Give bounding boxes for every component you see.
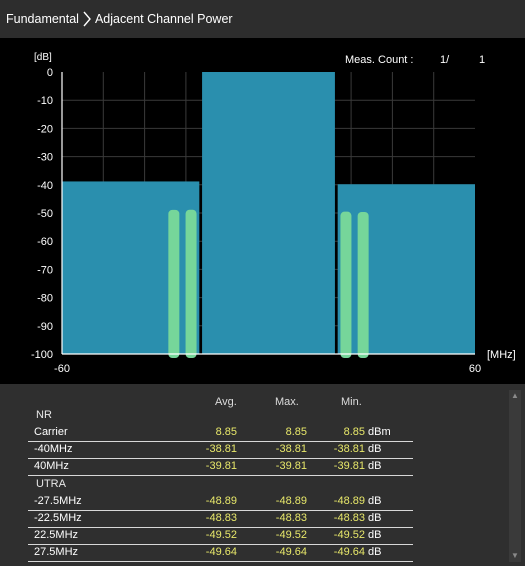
utra-channel-bar [357,211,369,358]
nr-channel-bar [202,72,335,354]
row-avg: 8.85 [215,426,237,438]
acp-chart: 0 -10 -20 -30 -40 -50 -60 -70 -80 -90 -100 -60 60 [dB… [0,38,525,384]
row-max: -38.81 [275,443,307,455]
row-min: -39.81 [333,460,365,472]
row-min: -48.89 [333,495,365,507]
y-tick-label: -70 [37,264,53,276]
table-row: -27.5MHz -48.89 -48.89 -48.89 dB [28,494,413,511]
chevron-right-icon [83,11,91,27]
meas-count-value: 1/ [440,54,450,66]
x-tick-label: -60 [54,363,70,375]
row-max: -39.81 [275,460,307,472]
y-tick-label: -20 [37,123,53,135]
y-tick-label: -80 [37,293,53,305]
row-label: -22.5MHz [34,512,82,524]
row-min: -49.52 [333,529,365,541]
breadcrumb: Fundamental Adjacent Channel Power [0,0,525,38]
row-label: 40MHz [34,460,69,472]
row-max: -48.83 [275,512,307,524]
row-unit: dB [368,546,382,558]
row-min: 8.85 [343,426,365,438]
table-scrollbar[interactable]: ▲ ▼ [509,390,521,562]
header-avg: Avg. [215,396,237,408]
y-tick-label: -100 [31,349,53,361]
x-unit-label: [MHz] [487,349,516,361]
row-unit: dBm [368,426,391,438]
group-label-nr: NR [36,409,52,421]
results-table: Avg. Max. Min. NR Carrier 8.85 8.85 8.85… [0,384,525,566]
y-unit-label: [dB] [34,52,52,63]
scroll-up-icon[interactable]: ▲ [511,391,519,400]
y-tick-label: 0 [47,67,53,79]
row-max: 8.85 [285,426,307,438]
breadcrumb-root[interactable]: Fundamental [6,12,79,26]
group-label-utra: UTRA [36,478,66,490]
y-tick-label: -60 [37,236,53,248]
row-unit: dB [368,460,382,472]
y-tick-label: -10 [37,95,53,107]
table-row: -40MHz -38.81 -38.81 -38.81 dB [28,442,413,459]
utra-channel-bar [340,211,352,358]
row-min: -48.83 [333,512,365,524]
row-avg: -49.64 [205,546,237,558]
breadcrumb-current: Adjacent Channel Power [94,12,233,26]
row-min: -38.81 [333,443,365,455]
row-avg: -38.81 [205,443,237,455]
row-avg: -39.81 [205,460,237,472]
row-unit: dB [368,443,382,455]
scroll-down-icon[interactable]: ▼ [511,551,519,560]
table-row: -22.5MHz -48.83 -48.83 -48.83 dB [28,511,413,528]
table-row: 40MHz -39.81 -39.81 -39.81 dB [28,459,413,476]
row-max: -49.52 [275,529,307,541]
row-min: -49.64 [333,546,365,558]
y-tick-label: -90 [37,321,53,333]
meas-count-label: Meas. Count : [345,54,413,66]
meas-count-total: 1 [479,54,485,66]
table-row: 22.5MHz -49.52 -49.52 -49.52 dB [28,528,413,545]
row-unit: dB [368,495,382,507]
utra-channel-bar [168,209,180,358]
row-avg: -48.89 [205,495,237,507]
row-label: -40MHz [34,443,73,455]
row-max: -48.89 [275,495,307,507]
row-label: Carrier [34,426,68,438]
header-min: Min. [341,396,362,408]
y-tick-label: -50 [37,208,53,220]
row-unit: dB [368,529,382,541]
x-tick-label: 60 [469,363,481,375]
row-avg: -48.83 [205,512,237,524]
table-row: 27.5MHz -49.64 -49.64 -49.64 dB [28,545,413,562]
acp-chart-svg: 0-10-20-30-40-50-60-70-80-90-100-60 60[dB… [31,52,516,375]
row-label: -27.5MHz [34,495,82,507]
table-row: Carrier 8.85 8.85 8.85 dBm [28,425,413,442]
y-tick-label: -40 [37,180,53,192]
row-label: 22.5MHz [34,529,79,541]
row-unit: dB [368,512,382,524]
utra-channel-bar [185,209,197,358]
y-tick-label: -30 [37,152,53,164]
row-avg: -49.52 [205,529,237,541]
header-max: Max. [275,396,299,408]
row-max: -49.64 [275,546,307,558]
row-label: 27.5MHz [34,546,79,558]
